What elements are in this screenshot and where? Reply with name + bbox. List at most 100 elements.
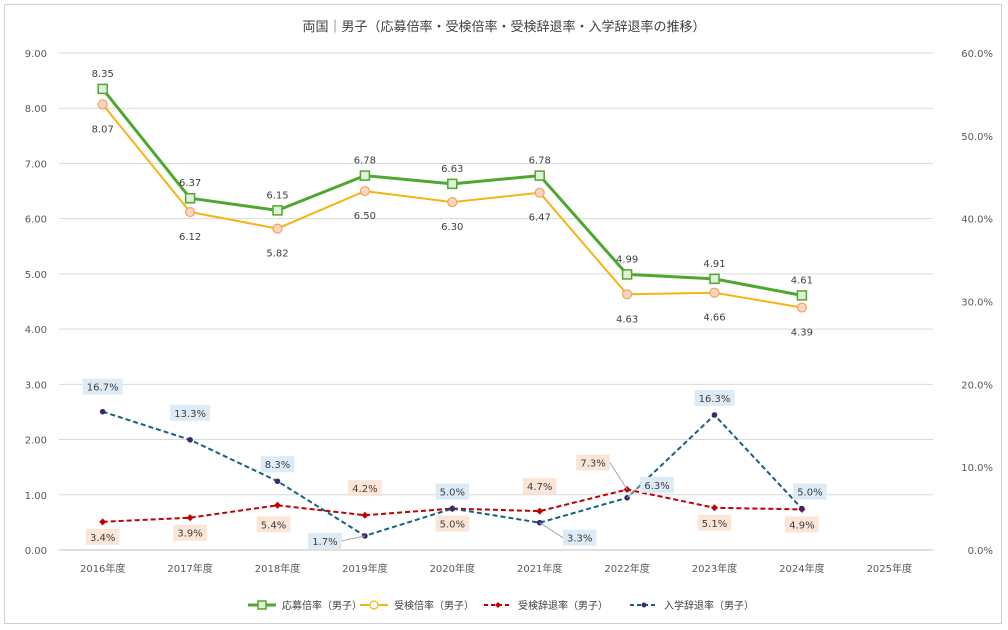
data-label-box xyxy=(435,515,470,532)
data-point xyxy=(274,501,281,509)
data-label: 5.1% xyxy=(702,519,727,530)
y-right-tick-label: 60.0% xyxy=(961,49,993,60)
legend: 応募倍率（男子） 受検倍率（男子） 受検辞退率（男子） 入学辞退率（男子） xyxy=(248,599,754,612)
data-label-box xyxy=(562,529,597,546)
data-label: 16.3% xyxy=(699,394,731,405)
y-right-tick-label: 30.0% xyxy=(961,298,993,309)
data-label-box xyxy=(173,524,207,541)
legend-label-2: 受検倍率（男子） xyxy=(394,599,474,612)
x-tick-label: 2017年度 xyxy=(167,562,212,575)
data-label: 4.66 xyxy=(703,313,725,324)
y-axis-right: 0.0% 10.0% 20.0% 30.0% 40.0% 50.0% 60.0% xyxy=(961,49,993,557)
data-point xyxy=(709,287,720,298)
data-point xyxy=(361,511,369,519)
data-point xyxy=(186,514,194,522)
data-label: 4.7% xyxy=(527,482,552,493)
legend-label-3: 受検辞退率（男子） xyxy=(518,599,608,612)
data-label: 5.0% xyxy=(440,488,465,499)
data-label: 6.63 xyxy=(441,164,463,175)
x-tick-label: 2018年度 xyxy=(255,562,300,575)
data-label: 8.35 xyxy=(92,69,114,80)
data-point xyxy=(99,518,107,526)
data-label: 5.4% xyxy=(261,520,286,531)
y-left-tick-label: 5.00 xyxy=(25,270,47,281)
data-label-box xyxy=(785,516,819,533)
y-right-tick-label: 20.0% xyxy=(961,380,993,391)
data-label-box xyxy=(576,454,610,471)
data-point xyxy=(97,83,108,95)
data-label: 4.61 xyxy=(791,275,813,286)
data-label: 6.47 xyxy=(529,213,551,224)
series-line-1 xyxy=(101,87,803,297)
data-label: 6.37 xyxy=(179,178,201,189)
data-label: 6.30 xyxy=(441,222,463,233)
data-label: 3.4% xyxy=(90,533,115,544)
data-label-box xyxy=(308,532,342,549)
chart-frame: 両国｜男子（応募倍率・受検倍率・受検辞退率・入学辞退率の推移） 0.00 1.00… xyxy=(4,4,1002,624)
legend-marker xyxy=(495,602,501,608)
data-point xyxy=(711,504,718,512)
data-point xyxy=(796,290,808,301)
data-point xyxy=(97,99,108,110)
series-line-4 xyxy=(102,410,803,537)
legend-marker xyxy=(257,600,267,610)
x-tick-label: 2019年度 xyxy=(342,562,387,575)
data-label: 4.99 xyxy=(616,254,638,265)
data-point xyxy=(709,273,720,285)
y-right-tick-label: 10.0% xyxy=(961,463,993,474)
y-right-tick-label: 50.0% xyxy=(961,132,993,143)
data-label: 4.39 xyxy=(791,328,813,339)
y-right-tick-label: 40.0% xyxy=(961,215,993,226)
x-tick-label: 2021年度 xyxy=(517,562,562,575)
data-label: 5.0% xyxy=(440,520,465,531)
data-label: 8.07 xyxy=(92,124,114,135)
data-label: 6.3% xyxy=(644,481,669,492)
chart-title: 両国｜男子（応募倍率・受検倍率・受検辞退率・入学辞退率の推移） xyxy=(302,19,705,35)
y-left-tick-label: 7.00 xyxy=(25,159,47,170)
data-label: 4.63 xyxy=(616,314,638,325)
data-label-box xyxy=(260,456,295,473)
data-point xyxy=(621,289,633,300)
x-tick-label: 2023年度 xyxy=(692,562,737,575)
data-label-box xyxy=(85,528,120,545)
data-label-box xyxy=(256,516,291,533)
y-left-tick-label: 1.00 xyxy=(25,491,47,502)
data-label-box xyxy=(694,389,735,406)
leader-line xyxy=(626,484,641,499)
legend-marker xyxy=(641,602,647,608)
y-left-tick-label: 3.00 xyxy=(25,380,47,391)
data-point xyxy=(362,533,368,539)
y-left-tick-label: 6.00 xyxy=(25,215,47,226)
leader-line xyxy=(609,462,628,490)
legend-label-1: 応募倍率（男子） xyxy=(282,599,362,612)
data-label: 6.78 xyxy=(354,156,376,167)
data-label-box xyxy=(435,483,470,500)
data-point xyxy=(711,412,718,418)
data-label: 6.78 xyxy=(529,156,551,167)
data-point xyxy=(449,505,456,512)
chart-canvas: 両国｜男子（応募倍率・受検倍率・受検辞退率・入学辞退率の推移） 0.00 1.00… xyxy=(25,19,993,612)
y-left-tick-label: 9.00 xyxy=(25,49,47,60)
y-right-tick-label: 0.0% xyxy=(968,546,993,557)
x-tick-label: 2020年度 xyxy=(430,562,475,575)
data-label: 13.3% xyxy=(174,409,206,420)
data-point xyxy=(272,205,283,216)
data-point xyxy=(447,197,458,208)
data-label-box xyxy=(348,480,382,497)
data-label: 3.9% xyxy=(177,529,202,540)
data-label: 3.3% xyxy=(567,534,592,545)
data-label: 6.50 xyxy=(354,211,376,222)
gridlines xyxy=(59,52,933,551)
data-point xyxy=(447,178,458,190)
data-point xyxy=(359,170,371,181)
data-point xyxy=(534,187,545,198)
y-left-tick-label: 0.00 xyxy=(25,546,47,557)
x-tick-label: 2022年度 xyxy=(604,562,649,575)
data-label-box xyxy=(697,514,732,531)
data-point xyxy=(185,206,196,218)
leader-line xyxy=(341,535,366,542)
data-label-box xyxy=(82,378,123,395)
data-label-box xyxy=(170,404,211,421)
data-label-box xyxy=(522,478,557,495)
series-line-3 xyxy=(102,488,802,523)
